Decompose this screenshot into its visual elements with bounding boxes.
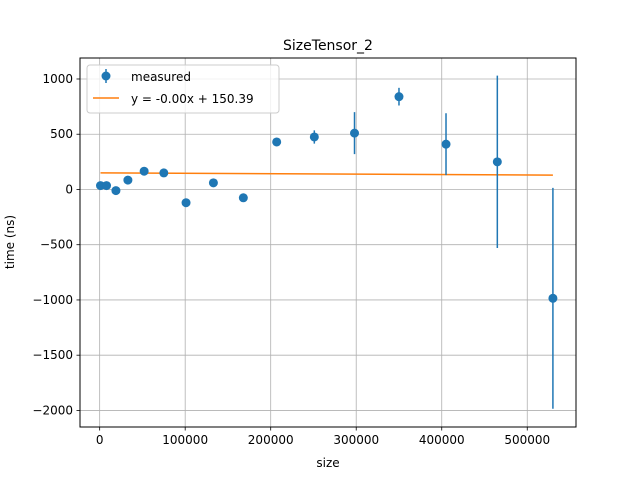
- y-tick-label: 500: [50, 127, 73, 141]
- data-point: [238, 193, 248, 203]
- fit-line: [100, 172, 553, 176]
- data-point: [492, 157, 502, 167]
- x-tick-label: 500000: [504, 433, 550, 447]
- y-tick-label: 1000: [42, 72, 73, 86]
- y-tick-label: 0: [65, 182, 73, 196]
- data-point: [123, 175, 133, 185]
- x-tick-label: 200000: [248, 433, 294, 447]
- y-tick-label: −500: [40, 238, 73, 252]
- chart-title: SizeTensor_2: [283, 38, 373, 54]
- data-point: [139, 166, 149, 176]
- data-point: [111, 186, 121, 196]
- x-tick-label: 100000: [162, 433, 208, 447]
- data-point: [441, 139, 451, 149]
- x-tick-label: 300000: [333, 433, 379, 447]
- data-point: [548, 293, 558, 303]
- plot-frame: [79, 57, 577, 428]
- data-point: [208, 178, 218, 188]
- data-point: [350, 128, 360, 138]
- legend-measured-marker: [101, 71, 111, 81]
- data-point: [181, 198, 191, 208]
- grid: [80, 58, 576, 427]
- points-layer: [96, 75, 558, 409]
- legend: measured y = -0.00x + 150.39: [86, 64, 280, 114]
- y-tick-label: −2000: [32, 403, 73, 417]
- legend-fit-label: y = -0.00x + 150.39: [131, 92, 254, 106]
- y-tick-label: −1500: [32, 348, 73, 362]
- y-axis-label: time (ns): [3, 215, 17, 269]
- x-axis-label: size: [316, 456, 339, 470]
- y-tick-label: −1000: [32, 293, 73, 307]
- fit-line-layer: [100, 172, 553, 176]
- x-tick-label: 400000: [419, 433, 465, 447]
- legend-measured-label: measured: [131, 70, 191, 84]
- data-point: [159, 168, 169, 178]
- data-point: [394, 92, 404, 102]
- legend-box: [86, 64, 280, 114]
- x-axis: 0 100000 200000 300000 400000 500000: [96, 427, 550, 447]
- data-point: [272, 137, 282, 147]
- data-point: [309, 132, 319, 142]
- data-point: [102, 181, 112, 191]
- x-tick-label: 0: [96, 433, 104, 447]
- y-axis: −2000 −1500 −1000 −500 0 500 1000: [32, 72, 80, 417]
